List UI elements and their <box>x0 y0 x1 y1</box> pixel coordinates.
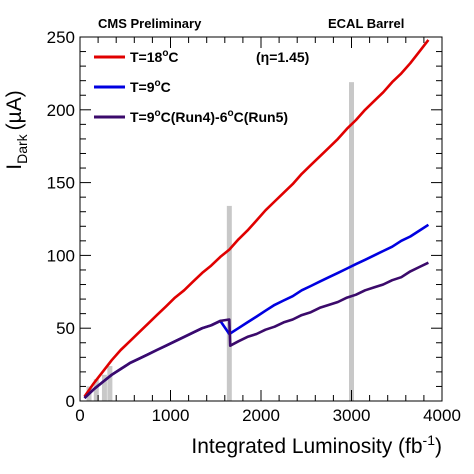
x-tick-label-1: 1000 <box>152 406 190 425</box>
y-tick-label-2: 100 <box>47 246 75 265</box>
series-lines <box>83 39 430 400</box>
tick-labels: 0 1000 2000 3000 4000 0 50 100 150 200 250 <box>47 28 461 425</box>
gray-bar-2 <box>101 374 107 401</box>
x-axis-title-end: ) <box>435 435 442 458</box>
y-axis-title-main: I <box>3 164 26 170</box>
x-tick-label-4: 4000 <box>423 406 461 425</box>
legend-label-2-part-1: o <box>155 108 161 119</box>
gray-bar-5 <box>349 82 354 402</box>
legend-label-2-part-0: T=9 <box>130 109 155 125</box>
legend-label-0-part-2: C <box>168 49 178 65</box>
y-tick-label-4: 200 <box>47 101 75 120</box>
header-right: ECAL Barrel <box>328 16 404 31</box>
gray-bar-1 <box>93 379 99 401</box>
x-tick-label-0: 0 <box>75 406 84 425</box>
series-line-0 <box>83 39 430 398</box>
y-tick-label-0: 0 <box>66 392 75 411</box>
x-tick-label-2: 2000 <box>242 406 280 425</box>
y-tick-label-3: 150 <box>47 174 75 193</box>
legend-label-1-part-1: o <box>155 78 161 89</box>
legend-label-1-part-2: C <box>161 79 171 95</box>
x-axis-title-main: Integrated Luminosity (fb <box>191 435 422 458</box>
y-axis-title: IDark (µA) <box>3 90 30 170</box>
legend-label-0-part-1: o <box>162 48 168 59</box>
y-axis-title-unit: (µA) <box>3 90 26 130</box>
series-line-2 <box>83 261 429 400</box>
x-axis-title-sup: -1 <box>423 432 436 448</box>
legend-label-1: T=9oC <box>130 78 171 95</box>
y-axis-title-sub: Dark <box>14 133 30 164</box>
legend-label-0-part-0: T=18 <box>130 49 163 65</box>
legend-label-0: T=18oC <box>130 48 179 65</box>
legend-label-1-part-0: T=9 <box>130 79 155 95</box>
plot-frame <box>79 36 443 402</box>
legend-label-2-part-2: C(Run4)-6 <box>161 109 228 125</box>
gray-bar-4 <box>226 205 232 401</box>
legend-label-2-part-3: o <box>228 108 234 119</box>
eta-annotation: (η=1.45) <box>256 49 309 65</box>
y-tick-label-5: 250 <box>47 28 75 47</box>
header-left: CMS Preliminary <box>98 16 202 31</box>
x-axis-title: Integrated Luminosity (fb-1) <box>191 432 442 458</box>
legend: T=18oC T=9oC T=9oC(Run4)-6oC(Run5) <box>94 48 288 125</box>
x-tick-label-3: 3000 <box>333 406 371 425</box>
y-tick-label-1: 50 <box>56 319 75 338</box>
gray-bar-3 <box>107 366 113 401</box>
legend-label-2-part-4: C(Run5) <box>234 109 288 125</box>
legend-label-2: T=9oC(Run4)-6oC(Run5) <box>130 108 288 125</box>
